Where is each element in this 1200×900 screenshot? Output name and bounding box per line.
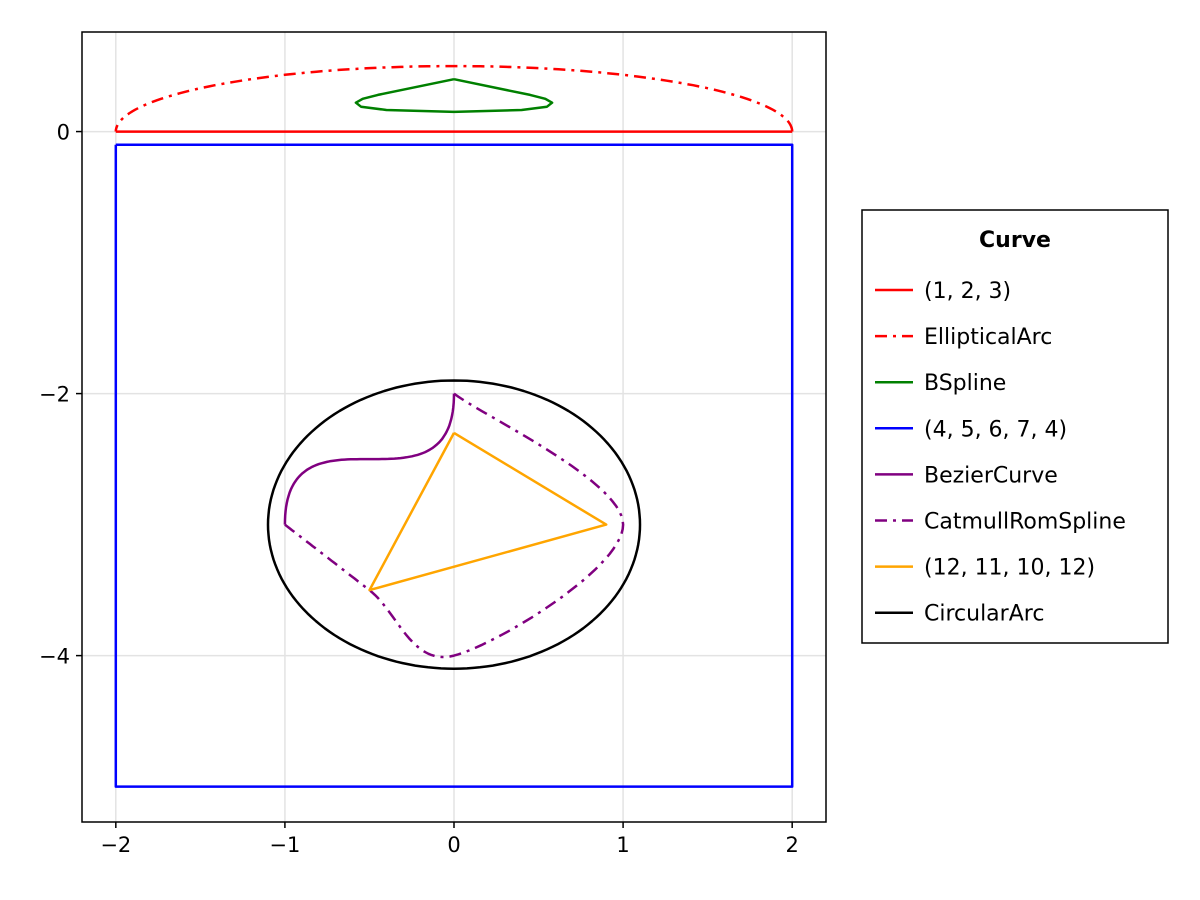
legend-label: (12, 11, 10, 12) <box>924 556 1095 581</box>
legend: Curve (1, 2, 3) EllipticalArc BSpline (4, 5… <box>861 209 1169 644</box>
y-tick-label: −4 <box>39 645 70 669</box>
series-line-bspline <box>354 77 554 114</box>
legend-label: BSpline <box>924 371 1006 396</box>
series-line-beziercurve <box>283 393 456 525</box>
series-line-4-5-6-7-4 <box>114 143 794 788</box>
series-line-catmullromspline <box>284 392 625 659</box>
x-tick-label: 1 <box>616 833 629 857</box>
x-tick-label: 0 <box>447 833 460 857</box>
series-line-circulararc <box>266 379 642 670</box>
x-tick-label: −2 <box>100 833 131 857</box>
legend-label: (1, 2, 3) <box>924 279 1011 304</box>
plot-area <box>114 64 794 788</box>
y-tick-label: 0 <box>57 121 70 145</box>
legend-label: EllipticalArc <box>924 325 1052 350</box>
legend-title: Curve <box>979 228 1051 253</box>
x-tick-label: −1 <box>269 833 300 857</box>
series-line-ellipticalarc <box>114 64 794 132</box>
legend-box <box>861 209 1169 644</box>
legend-label: CircularArc <box>924 602 1044 627</box>
legend-label: (4, 5, 6, 7, 4) <box>924 417 1067 442</box>
ticks: −2 −1 0 1 2 0 −2 −4 <box>39 121 799 857</box>
y-tick-label: −2 <box>39 383 70 407</box>
legend-label: BezierCurve <box>924 463 1058 488</box>
series-line-12-11-10-12 <box>368 431 608 592</box>
legend-label: CatmullRomSpline <box>924 510 1126 535</box>
x-tick-label: 2 <box>785 833 798 857</box>
grid <box>82 32 826 822</box>
